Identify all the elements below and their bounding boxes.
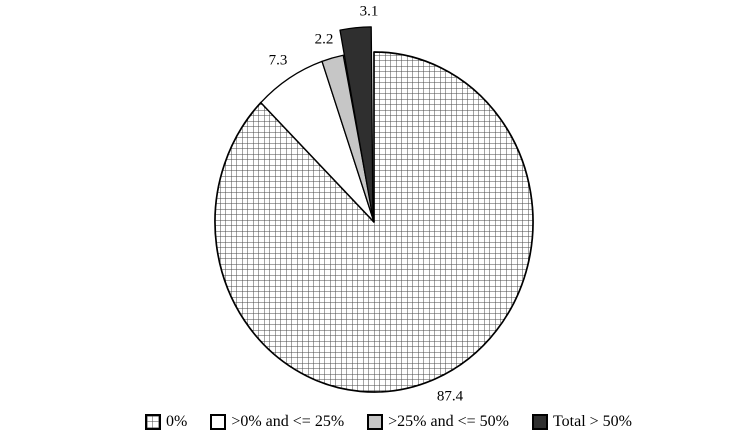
value-label-total-over-50: 3.1 <box>359 3 379 20</box>
legend-label: >25% and <= 50% <box>388 413 509 430</box>
gray-swatch-icon <box>367 414 384 430</box>
legend-item-25-to-50: >25% and <= 50% <box>367 413 509 431</box>
value-label-0-percent: 87.4 <box>436 388 464 405</box>
legend-label: 0% <box>166 413 188 430</box>
white-swatch-icon <box>210 414 227 430</box>
legend-item-0-to-25: >0% and <= 25% <box>210 413 344 431</box>
pie-slice-25-to-50 <box>321 54 375 223</box>
legend-label: Total > 50% <box>552 413 632 430</box>
crosshatch-swatch-icon <box>145 414 161 430</box>
legend: 0% >0% and <= 25% >25% and <= 50% Total … <box>0 413 737 431</box>
legend-item-0-percent: 0% <box>145 413 187 431</box>
legend-label: >0% and <= 25% <box>231 413 345 430</box>
pie-slice-total-over-50 <box>339 26 374 220</box>
black-swatch-icon <box>531 414 548 430</box>
legend-item-total-over-50: Total > 50% <box>531 413 632 431</box>
value-label-0-to-25: 7.3 <box>268 52 288 69</box>
value-label-25-to-50: 2.2 <box>314 31 334 48</box>
